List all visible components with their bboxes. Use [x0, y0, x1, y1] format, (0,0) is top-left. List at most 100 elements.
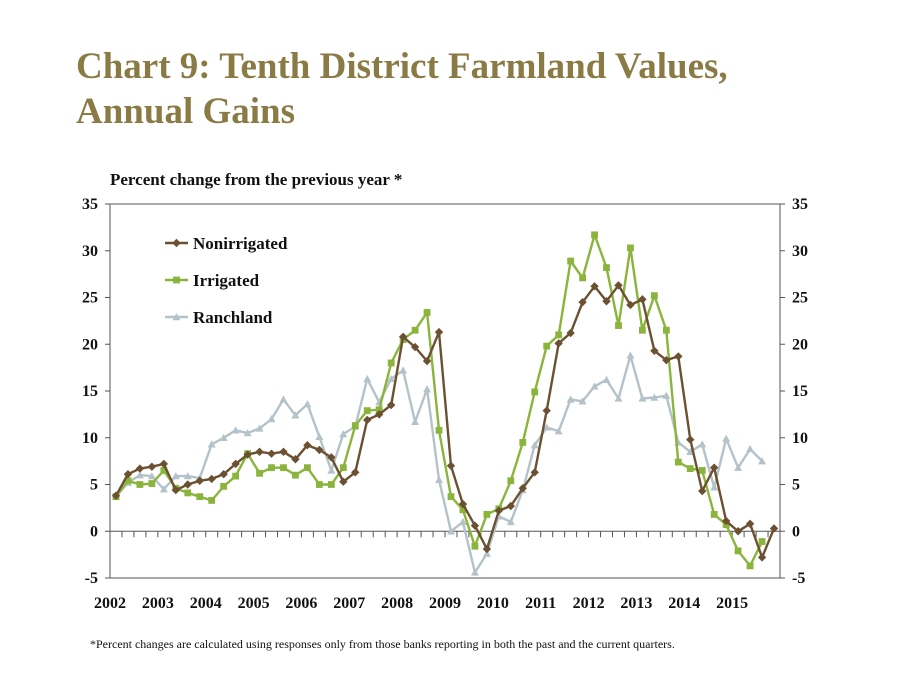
nonirrigated-point: [566, 328, 575, 338]
ranchland-point: [698, 440, 707, 448]
nonirrigated-point: [506, 501, 516, 511]
ranchland-point: [363, 374, 372, 383]
irrigated-point: [268, 464, 275, 472]
irrigated-point: [710, 511, 718, 518]
x-tick-label: 2013: [620, 595, 652, 612]
ranchland-point: [662, 391, 671, 399]
nonirrigated-point: [458, 499, 468, 509]
nonirrigated-point: [147, 462, 157, 471]
nonirrigated-point: [518, 484, 527, 493]
ranchland-legend-marker: [172, 313, 181, 321]
ranchland-point: [231, 426, 240, 434]
irrigated-point: [567, 257, 575, 265]
ranchland-point: [746, 444, 755, 453]
nonirrigated-point: [315, 445, 324, 455]
nonirrigated-point: [626, 300, 635, 310]
chart-series: [111, 231, 779, 576]
nonirrigated-point: [195, 476, 204, 485]
nonirrigated-point: [674, 352, 683, 361]
irrigated-point: [148, 480, 156, 487]
ranchland-point: [291, 411, 300, 419]
irrigated-point: [519, 439, 527, 446]
irrigated-point: [339, 464, 347, 472]
x-tick-label: 2002: [94, 595, 126, 612]
x-tick-label: 2007: [333, 595, 365, 612]
chart-title-line-2: Annual Gains: [76, 91, 296, 132]
x-tick-label: 2015: [716, 595, 748, 612]
y-axis-label: Percent change from the previous year *: [110, 170, 403, 189]
y-tick-label-left: 0: [90, 523, 98, 540]
irrigated-point: [124, 477, 132, 485]
irrigated-point: [459, 506, 467, 514]
y-tick-label-left: 10: [82, 430, 98, 447]
nonirrigated-point: [662, 355, 671, 365]
ranchland-point: [614, 394, 623, 402]
ranchland-line: [115, 354, 763, 574]
irrigated-point: [160, 467, 168, 474]
y-tick-label-right: 5: [792, 477, 800, 494]
irrigated-point: [208, 496, 216, 504]
nonirrigated-point: [123, 470, 133, 479]
nonirrigated-point: [171, 485, 181, 495]
x-tick-label: 2006: [285, 595, 317, 612]
irrigated-point: [327, 481, 335, 488]
irrigated-point: [650, 292, 658, 300]
ranchland-point: [423, 385, 432, 393]
nonirrigated-point: [638, 295, 647, 304]
irrigated-point: [531, 388, 539, 396]
ranchland-point: [339, 430, 348, 438]
ranchland-point: [638, 394, 647, 402]
nonirrigated-point: [267, 449, 276, 458]
nonirrigated-point: [135, 464, 145, 473]
x-tick-label: 2009: [429, 595, 461, 612]
y-tick-label-right: 35: [792, 196, 808, 213]
nonirrigated-point: [614, 281, 623, 290]
ranchland-point: [542, 423, 551, 431]
irrigated-point: [280, 464, 287, 472]
nonirrigated-point: [733, 527, 743, 536]
x-tick-label: 2005: [238, 595, 270, 612]
y-tick-label-left: 35: [82, 196, 98, 213]
nonirrigated-legend-label: Nonirrigated: [193, 234, 288, 253]
irrigated-point: [627, 244, 634, 252]
y-tick-label-left: 20: [82, 336, 98, 353]
nonirrigated-point: [374, 410, 384, 419]
irrigated-point: [387, 359, 395, 367]
ranchland-legend-label: Ranchland: [193, 308, 273, 327]
irrigated-point: [507, 477, 515, 485]
x-tick-label: 2004: [190, 595, 222, 612]
irrigated-point: [698, 467, 706, 474]
ranchland-point: [327, 466, 336, 474]
x-tick-label: 2010: [477, 595, 509, 612]
nonirrigated-point: [351, 468, 360, 477]
y-tick-label-right: -5: [792, 570, 805, 587]
y-tick-label-right: 25: [792, 290, 808, 307]
nonirrigated-point: [231, 459, 240, 469]
irrigated-point: [603, 264, 610, 271]
nonirrigated-point: [183, 480, 192, 489]
ranchland-point: [458, 517, 467, 526]
chart-title-line-1: Chart 9: Tenth District Farmland Values,: [76, 46, 728, 87]
irrigated-point: [351, 422, 359, 429]
irrigated-point: [315, 481, 323, 488]
ranchland-point: [315, 432, 324, 441]
irrigated-point: [662, 326, 670, 334]
ranchland-point: [147, 472, 156, 480]
nonirrigated-point: [398, 332, 408, 341]
irrigated-point: [555, 331, 563, 339]
x-tick-label: 2003: [142, 595, 174, 612]
x-tick-label: 2012: [573, 595, 605, 612]
ranchland-point: [602, 375, 611, 383]
nonirrigated-point: [709, 463, 719, 472]
ranchland-point: [446, 527, 455, 535]
y-tick-label-left: 15: [82, 383, 98, 400]
y-tick-label-right: 15: [792, 383, 808, 400]
nonirrigated-point: [721, 516, 731, 526]
nonirrigated-point: [590, 282, 599, 291]
ranchland-point: [387, 374, 396, 383]
ranchland-point: [159, 485, 168, 493]
x-tick-label: 2014: [668, 595, 700, 612]
ranchland-point: [530, 441, 539, 449]
irrigated-point: [220, 482, 228, 490]
